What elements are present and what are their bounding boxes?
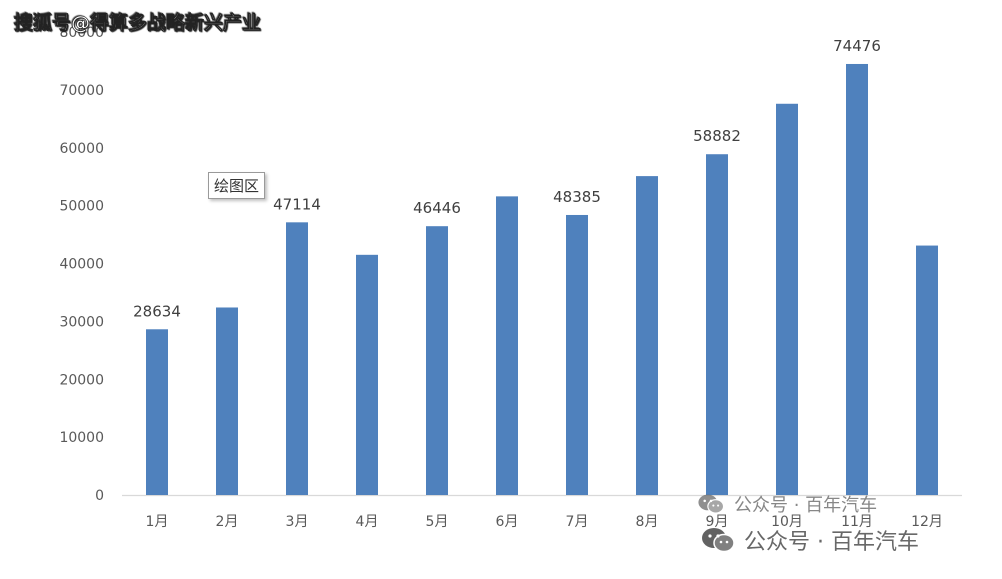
y-tick-label: 50000 xyxy=(59,199,104,215)
y-tick-label: 80000 xyxy=(59,25,104,41)
y-tick-label: 10000 xyxy=(59,430,104,446)
bar-series xyxy=(146,63,938,496)
bar-11 xyxy=(846,63,868,495)
bar-9 xyxy=(706,154,728,495)
x-tick-label: 8月 xyxy=(636,514,659,530)
y-tick-label: 20000 xyxy=(59,372,104,388)
x-tick-label: 2月 xyxy=(216,514,239,530)
bar-6 xyxy=(496,196,518,496)
bar-3 xyxy=(286,222,308,495)
wechat-watermark-text-faint: 公众号 · 百年汽车 xyxy=(734,495,878,516)
plot-area-tooltip: 绘图区 xyxy=(208,172,266,199)
data-label: 28634 xyxy=(133,302,181,320)
x-axis-ticks: 1月 2月 3月 4月 5月 6月 7月 8月 9月 10月 11月 12月 xyxy=(146,514,943,530)
bar-7 xyxy=(566,214,588,496)
y-tick-label: 30000 xyxy=(59,314,104,330)
bar-2 xyxy=(216,307,238,495)
wechat-watermark-faint: 公众号 · 百年汽车 xyxy=(696,491,877,517)
wechat-icon xyxy=(696,493,726,515)
x-tick-label: 7月 xyxy=(566,514,589,530)
bar-5 xyxy=(426,226,448,495)
bar-12 xyxy=(916,245,938,495)
bar-1 xyxy=(146,329,168,495)
data-label: 47114 xyxy=(273,195,321,213)
bar-8 xyxy=(636,176,658,495)
x-tick-label: 12月 xyxy=(911,514,943,530)
x-tick-label: 1月 xyxy=(146,514,169,530)
x-tick-label: 6月 xyxy=(496,514,519,530)
bar-4 xyxy=(356,254,378,495)
sohu-watermark: 搜狐号@得算多战略新兴产业 xyxy=(14,12,262,35)
wechat-watermark-text: 公众号 · 百年汽车 xyxy=(744,530,919,555)
bar-10 xyxy=(776,103,798,495)
wechat-icon xyxy=(700,526,736,554)
x-tick-label: 9月 xyxy=(706,514,729,530)
y-tick-label: 60000 xyxy=(59,141,104,157)
x-tick-label: 4月 xyxy=(356,514,379,530)
y-tick-label: 70000 xyxy=(59,83,104,99)
data-label: 48385 xyxy=(553,188,601,206)
x-tick-label: 3月 xyxy=(286,514,309,530)
y-tick-label: 40000 xyxy=(59,257,104,273)
x-tick-label: 10月 xyxy=(771,514,803,530)
data-labels: 28634 47114 46446 48385 58882 74476 xyxy=(133,37,881,320)
x-tick-label: 5月 xyxy=(426,514,449,530)
wechat-watermark: 公众号 · 百年汽车 xyxy=(700,524,919,556)
y-axis-ticks: 0 10000 20000 30000 40000 50000 60000 70000 8000… xyxy=(59,25,104,504)
y-tick-label: 0 xyxy=(95,488,104,504)
data-label: 58882 xyxy=(693,127,741,145)
x-tick-label: 11月 xyxy=(841,514,873,530)
data-label: 74476 xyxy=(833,37,881,55)
data-label: 46446 xyxy=(413,199,461,217)
